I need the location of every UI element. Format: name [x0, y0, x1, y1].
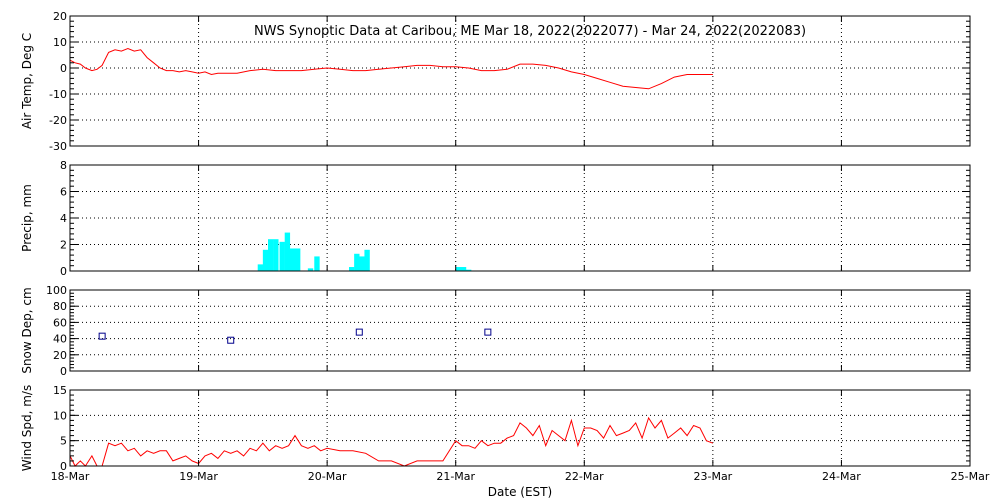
y-tick-label: 20 — [53, 10, 67, 23]
y-axis-title: Air Temp, Deg C — [20, 33, 34, 129]
y-tick-label: 60 — [53, 316, 67, 329]
y-tick-label: 40 — [53, 333, 67, 346]
precip-bar — [295, 248, 301, 271]
x-tick-label: 25-Mar — [951, 470, 990, 483]
panel-frame — [69, 289, 971, 372]
y-axis-title: Wind Spd, m/s — [20, 385, 34, 471]
precip-bar — [262, 249, 269, 271]
series-line — [69, 47, 713, 90]
y-tick-label: -10 — [49, 88, 67, 101]
precip-bar — [466, 269, 472, 271]
panel-frame — [69, 15, 971, 147]
y-tick-label: -20 — [49, 114, 67, 127]
x-tick-label: 19-Mar — [179, 470, 218, 483]
precip-bar — [284, 232, 291, 271]
y-tick-label: 5 — [60, 435, 67, 448]
snow-depth-point — [98, 332, 106, 340]
y-tick-label: 4 — [60, 212, 67, 225]
panel-wind-speed: 0 5 10 15 Wind Spd, m/s — [20, 384, 971, 473]
y-tick-label: 0 — [60, 62, 67, 75]
x-tick-label: 20-Mar — [308, 470, 347, 483]
x-axis-tick-labels: 18-Mar 19-Mar 20-Mar 21-Mar 22-Mar 23-Mar 24-M… — [51, 470, 990, 483]
y-tick-label: 0 — [60, 365, 67, 378]
precip-bar — [349, 267, 355, 271]
panel-frame — [69, 389, 971, 467]
precip-bar — [314, 256, 320, 271]
precip-bar — [455, 267, 462, 271]
x-tick-label: 24-Mar — [822, 470, 861, 483]
precip-bar — [359, 256, 365, 271]
precip-bar — [279, 241, 285, 271]
y-tick-label: 0 — [60, 265, 67, 278]
x-axis-title: Date (EST) — [488, 485, 552, 499]
y-tick-label: 20 — [53, 349, 67, 362]
y-tick-label: 15 — [53, 384, 67, 397]
precip-bar — [257, 264, 264, 271]
x-tick-label: 22-Mar — [565, 470, 604, 483]
panel-snow-depth: 0 20 40 60 80 100 Snow Dep, cm — [20, 284, 971, 378]
precip-bar — [273, 239, 279, 271]
precip-bar — [460, 267, 467, 271]
snow-depth-point — [484, 328, 492, 336]
panel-precip: 0 2 4 6 8 Precip, mm — [20, 159, 971, 278]
y-tick-label: 10 — [53, 36, 67, 49]
snow-depth-point — [355, 328, 363, 336]
y-axis-title: Precip, mm — [20, 184, 34, 252]
y-tick-label: 100 — [46, 284, 67, 297]
chart-title: NWS Synoptic Data at Caribou, ME Mar 18,… — [254, 24, 806, 39]
precip-bar — [268, 239, 274, 271]
snow-depth-point — [227, 336, 235, 344]
y-tick-label: 80 — [53, 300, 67, 313]
precip-bar — [307, 268, 314, 271]
precip-bar — [354, 253, 360, 271]
panel-air-temp: -30 -20 -10 0 10 20 Air Temp, Deg C — [20, 10, 971, 153]
y-tick-label: 2 — [60, 239, 67, 252]
y-axis-title: Snow Dep, cm — [20, 287, 34, 373]
y-tick-label: 10 — [53, 409, 67, 422]
y-tick-label: 0 — [60, 460, 67, 473]
x-tick-label: 21-Mar — [436, 470, 475, 483]
y-tick-label: 8 — [60, 159, 67, 172]
x-tick-label: 18-Mar — [51, 470, 90, 483]
series-line — [69, 416, 714, 467]
x-tick-label: 23-Mar — [693, 470, 732, 483]
precip-bar — [364, 249, 370, 271]
y-tick-label: 6 — [60, 186, 67, 199]
y-tick-label: -30 — [49, 140, 67, 153]
precip-bar — [289, 248, 296, 271]
